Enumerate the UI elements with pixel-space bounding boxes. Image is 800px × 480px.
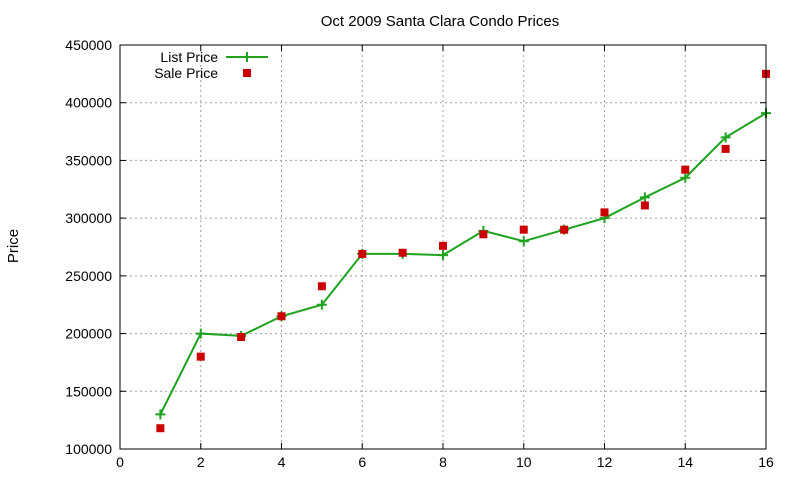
legend-marker-list-price — [242, 52, 252, 62]
y-tick-label: 450000 — [65, 37, 112, 53]
y-axis-label: Price — [5, 229, 22, 263]
legend-label-sale-price: Sale Price — [154, 65, 218, 81]
sale-price-point — [358, 249, 367, 258]
sale-price-point — [600, 208, 609, 217]
x-tick-label: 16 — [758, 454, 774, 470]
sale-price-point — [681, 165, 690, 174]
x-tick-label: 0 — [116, 454, 124, 470]
sale-price-point — [721, 144, 730, 153]
sale-price-point — [479, 230, 488, 239]
series-layer — [155, 69, 771, 433]
sale-price-point — [237, 333, 246, 342]
y-tick-label: 250000 — [65, 268, 112, 284]
y-tick-label: 350000 — [65, 152, 112, 168]
chart-title: Oct 2009 Santa Clara Condo Prices — [321, 13, 559, 30]
x-tick-label: 8 — [439, 454, 447, 470]
list-price-point — [639, 192, 650, 203]
list-price-point — [155, 409, 166, 420]
sale-price-point — [398, 248, 407, 257]
x-tick-label: 6 — [358, 454, 366, 470]
x-tick-label: 4 — [278, 454, 286, 470]
x-tick-label: 10 — [516, 454, 532, 470]
x-tick-label: 2 — [197, 454, 205, 470]
sale-price-point — [317, 282, 326, 291]
list-price-point — [195, 328, 206, 339]
legend-marker-sale-price — [243, 69, 251, 77]
y-tick-label: 200000 — [65, 326, 112, 342]
sale-price-point — [196, 352, 205, 361]
x-tick-label: 12 — [597, 454, 613, 470]
ticks: 0 2 4 6 8 10 12 14 16 100000 150000 200000 250000 300… — [65, 37, 774, 470]
list-price-point — [438, 250, 448, 261]
y-tick-label: 300000 — [65, 210, 112, 226]
list-price-point — [518, 236, 529, 247]
list-price-point — [316, 299, 327, 310]
sale-price-point — [519, 225, 528, 234]
y-tick-label: 400000 — [65, 95, 112, 111]
sale-price-point — [439, 241, 447, 250]
y-tick-label: 100000 — [65, 441, 112, 457]
list-price-line — [159, 112, 767, 415]
sale-price-point — [277, 312, 286, 321]
legend-label-list-price: List Price — [160, 49, 218, 65]
sale-price-point — [560, 225, 569, 234]
plot-frame — [119, 44, 767, 450]
sale-price-point — [640, 201, 649, 210]
x-tick-label: 14 — [677, 454, 693, 470]
list-price-point — [720, 132, 731, 143]
list-price-point — [680, 172, 691, 183]
sale-price-point — [156, 424, 165, 433]
y-tick-label: 150000 — [65, 383, 112, 399]
